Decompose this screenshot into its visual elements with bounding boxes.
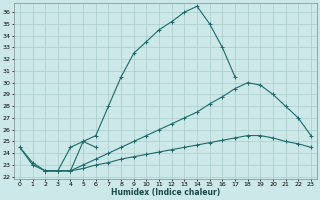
X-axis label: Humidex (Indice chaleur): Humidex (Indice chaleur) <box>111 188 220 197</box>
